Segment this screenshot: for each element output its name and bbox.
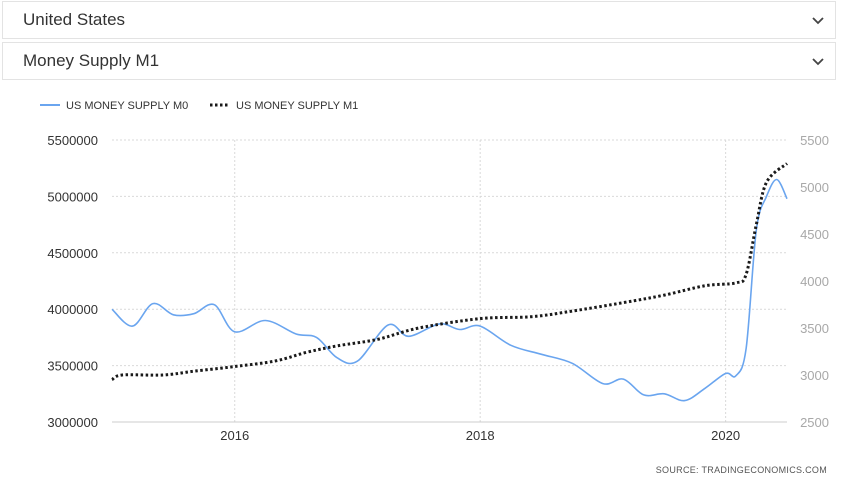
y-right-tick-label: 4000 [800,274,829,289]
x-axis: 2016 2018 2020 [220,428,740,443]
country-select[interactable]: United States [2,1,836,39]
y-left-tick-label: 5500000 [47,133,98,148]
chart-lines [111,162,789,402]
y-left-tick-label: 3500000 [47,359,98,374]
x-tick-label: 2020 [711,428,740,443]
line-chart: US MONEY SUPPLY M0 US MONEY SUPPLY M1 550… [40,100,829,475]
y-axis-left: 5500000 5000000 4500000 4000000 3500000 30000… [47,133,98,430]
indicator-select[interactable]: Money Supply M1 [2,42,836,80]
y-left-tick-label: 3000000 [47,415,98,430]
legend-label-m0[interactable]: US MONEY SUPPLY M0 [66,100,188,112]
y-left-tick-label: 5000000 [47,189,98,204]
series-line-m0[interactable] [111,178,788,402]
y-right-tick-label: 3500 [800,321,829,336]
y-right-tick-label: 5500 [800,133,829,148]
chart-container: US MONEY SUPPLY M0 US MONEY SUPPLY M1 550… [0,82,863,495]
y-left-tick-label: 4500000 [47,246,98,261]
chevron-down-icon [812,17,824,25]
y-right-tick-label: 2500 [800,415,829,430]
y-right-tick-label: 3000 [800,368,829,383]
x-tick-label: 2016 [220,428,249,443]
source-label[interactable]: SOURCE: TRADINGECONOMICS.COM [656,465,827,475]
country-select-value: United States [23,10,126,29]
x-tick-label: 2018 [466,428,495,443]
y-right-tick-label: 4500 [800,227,829,242]
series-line-m1[interactable] [111,162,789,382]
indicator-select-value: Money Supply M1 [23,51,160,70]
chevron-down-icon [812,58,824,66]
y-axis-right: 5500 5000 4500 4000 3500 3000 2500 [800,133,829,430]
legend-label-m1[interactable]: US MONEY SUPPLY M1 [236,100,358,112]
y-left-tick-label: 4000000 [47,302,98,317]
chart-grid [112,139,787,423]
y-right-tick-label: 5000 [800,180,829,195]
chart-legend: US MONEY SUPPLY M0 US MONEY SUPPLY M1 [40,100,358,112]
